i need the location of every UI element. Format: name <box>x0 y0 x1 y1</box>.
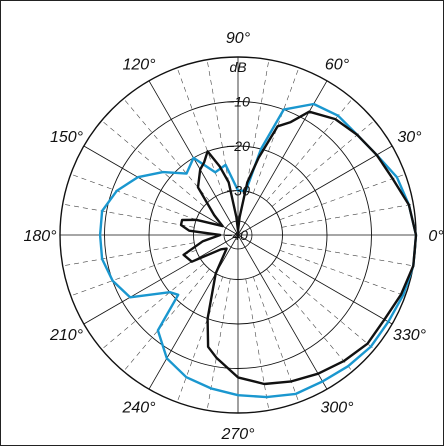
minor-spoke <box>266 98 353 202</box>
angle-label: 120° <box>122 57 156 74</box>
minor-spoke <box>206 59 231 192</box>
angle-label: 90° <box>226 30 251 47</box>
angle-label: 0° <box>428 228 444 245</box>
minor-spoke <box>245 278 270 411</box>
minor-spoke <box>101 263 205 350</box>
db-unit-label: dB <box>229 59 246 75</box>
grid-minor-spokes <box>62 59 414 411</box>
minor-spoke <box>62 242 195 267</box>
blue-series-line <box>98 102 418 399</box>
minor-spoke <box>62 203 195 228</box>
ring-label: −40 <box>224 227 248 243</box>
minor-spoke <box>266 268 353 372</box>
minor-spoke <box>281 242 414 267</box>
ring-label-layer: dB −40 −30 −20 −10 <box>224 59 250 243</box>
ring-label: −20 <box>226 138 250 154</box>
minor-spoke <box>101 120 205 207</box>
grid-ring <box>104 101 372 369</box>
minor-spoke <box>70 173 197 221</box>
angle-label: 330° <box>393 327 427 344</box>
angle-label: 60° <box>325 57 350 74</box>
minor-spoke <box>70 249 197 297</box>
angle-label: 300° <box>320 399 354 416</box>
minor-spoke <box>123 268 210 372</box>
grid-ring <box>148 145 328 325</box>
ring-label: −10 <box>226 94 250 110</box>
angle-label: 180° <box>23 228 57 245</box>
minor-spoke <box>245 59 270 192</box>
minor-spoke <box>176 276 224 403</box>
minor-spoke <box>279 249 406 297</box>
angle-label: 210° <box>49 327 84 344</box>
minor-spoke <box>279 173 406 221</box>
series-layer <box>98 102 418 399</box>
minor-spoke <box>123 98 210 202</box>
angle-label: 270° <box>220 426 255 443</box>
angle-label: 150° <box>50 129 84 146</box>
angle-label: 240° <box>121 399 156 416</box>
angle-label: 30° <box>397 129 422 146</box>
angle-label-layer: 0° 30° 60° 90° 120° 150° 180° 210° 240° 270° 300° 3… <box>23 30 444 443</box>
minor-spoke <box>271 263 375 350</box>
minor-spoke <box>281 203 414 228</box>
black-series-line <box>179 110 418 386</box>
minor-spoke <box>271 120 375 207</box>
ring-label: −30 <box>226 183 250 199</box>
